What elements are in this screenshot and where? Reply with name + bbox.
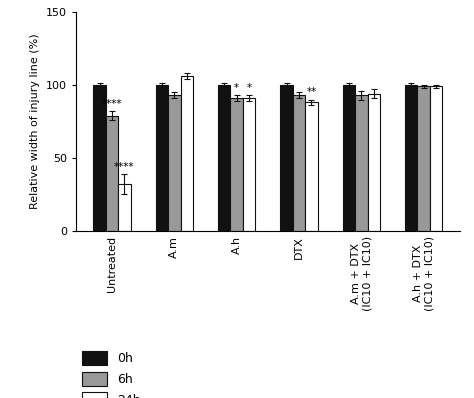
Bar (405, 85, 418, 231)
Bar (430, 86, 442, 231)
Bar (243, 98, 255, 231)
Bar (355, 95, 367, 231)
Legend: 0h, 6h, 24h: 0h, 6h, 24h (82, 351, 141, 398)
Bar (181, 76, 193, 231)
Bar (155, 85, 168, 231)
Bar (367, 94, 380, 231)
Bar (343, 85, 355, 231)
Bar (106, 115, 118, 231)
Y-axis label: Relative width of injury line (%): Relative width of injury line (%) (30, 33, 40, 209)
Text: ****: **** (114, 162, 135, 172)
Text: *: * (246, 83, 252, 93)
Bar (93, 85, 106, 231)
Bar (280, 85, 293, 231)
Bar (230, 98, 243, 231)
Bar (118, 184, 131, 231)
Bar (168, 95, 181, 231)
Text: *: * (234, 83, 239, 93)
Bar (305, 102, 318, 231)
Bar (418, 86, 430, 231)
Text: **: ** (306, 87, 317, 98)
Bar (293, 95, 305, 231)
Bar (218, 85, 230, 231)
Text: ****: **** (102, 99, 122, 109)
